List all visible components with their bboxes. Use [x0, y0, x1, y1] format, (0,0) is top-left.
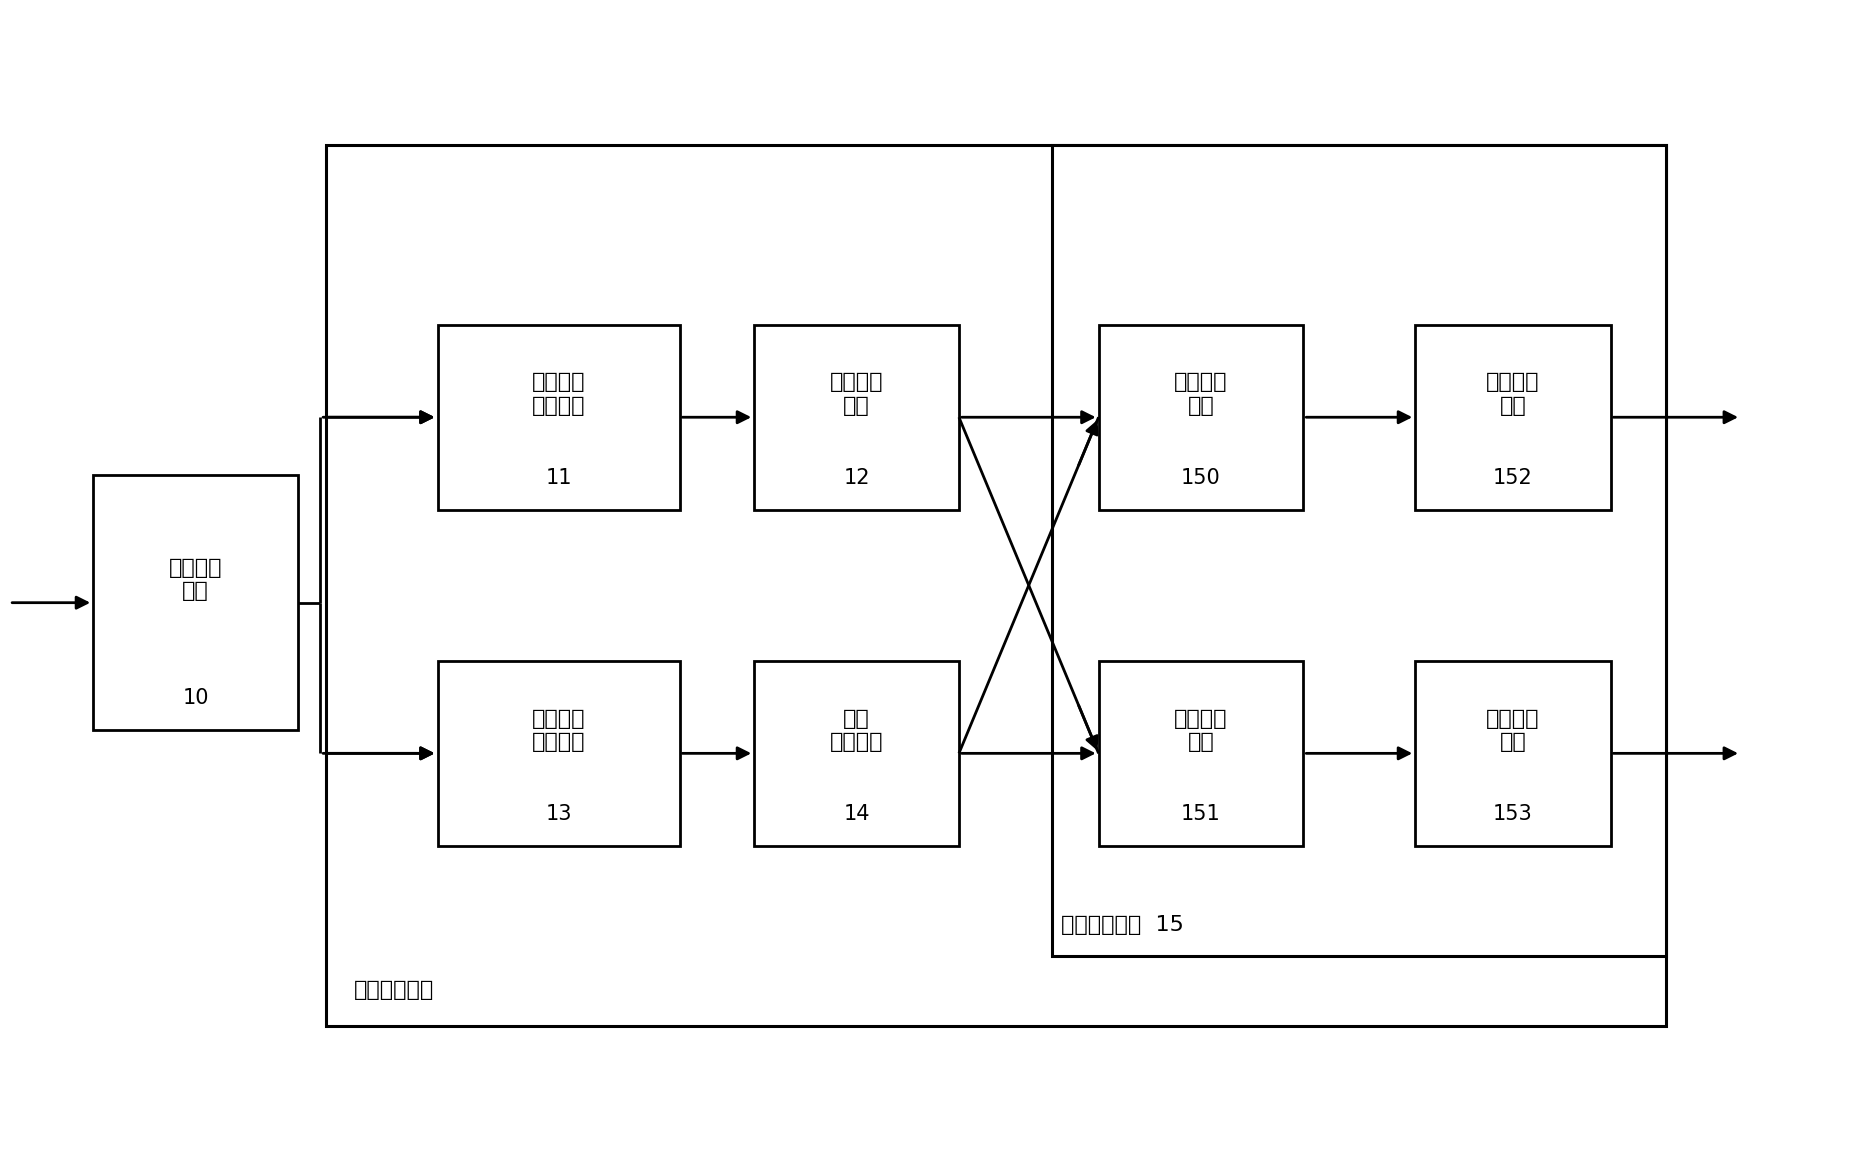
- Bar: [438, 661, 680, 846]
- Text: 14: 14: [843, 803, 870, 824]
- Text: 150: 150: [1181, 467, 1221, 488]
- Text: 第一发射
装置: 第一发射 装置: [1486, 372, 1540, 416]
- Text: 第一合并
装置: 第一合并 装置: [1175, 372, 1227, 416]
- Bar: [438, 325, 680, 510]
- Text: 第二合并
装置: 第二合并 装置: [1175, 708, 1227, 752]
- Bar: [1415, 661, 1611, 846]
- Text: 第一编码
装置: 第一编码 装置: [830, 372, 883, 416]
- Text: 11: 11: [546, 467, 572, 488]
- Text: 编码处理装置: 编码处理装置: [354, 981, 434, 1000]
- Bar: [1052, 145, 1666, 956]
- Text: 第一功率
放大装置: 第一功率 放大装置: [533, 372, 585, 416]
- Bar: [754, 661, 959, 846]
- Bar: [326, 145, 1666, 1026]
- Text: 第二功率
放大装置: 第二功率 放大装置: [533, 708, 585, 752]
- Text: 发送控制装置  15: 发送控制装置 15: [1061, 916, 1184, 935]
- Text: 第二
编码装置: 第二 编码装置: [830, 708, 883, 752]
- Bar: [1415, 325, 1611, 510]
- Text: 152: 152: [1493, 467, 1532, 488]
- Bar: [754, 325, 959, 510]
- Text: 12: 12: [843, 467, 870, 488]
- Bar: [1099, 325, 1303, 510]
- Bar: [93, 475, 298, 730]
- Text: 第二发射
装置: 第二发射 装置: [1486, 708, 1540, 752]
- Text: 151: 151: [1181, 803, 1221, 824]
- Text: 153: 153: [1493, 803, 1532, 824]
- Text: 13: 13: [546, 803, 572, 824]
- Bar: [1099, 661, 1303, 846]
- Text: 测试接收
装置: 测试接收 装置: [169, 557, 222, 602]
- Text: 10: 10: [182, 687, 209, 708]
